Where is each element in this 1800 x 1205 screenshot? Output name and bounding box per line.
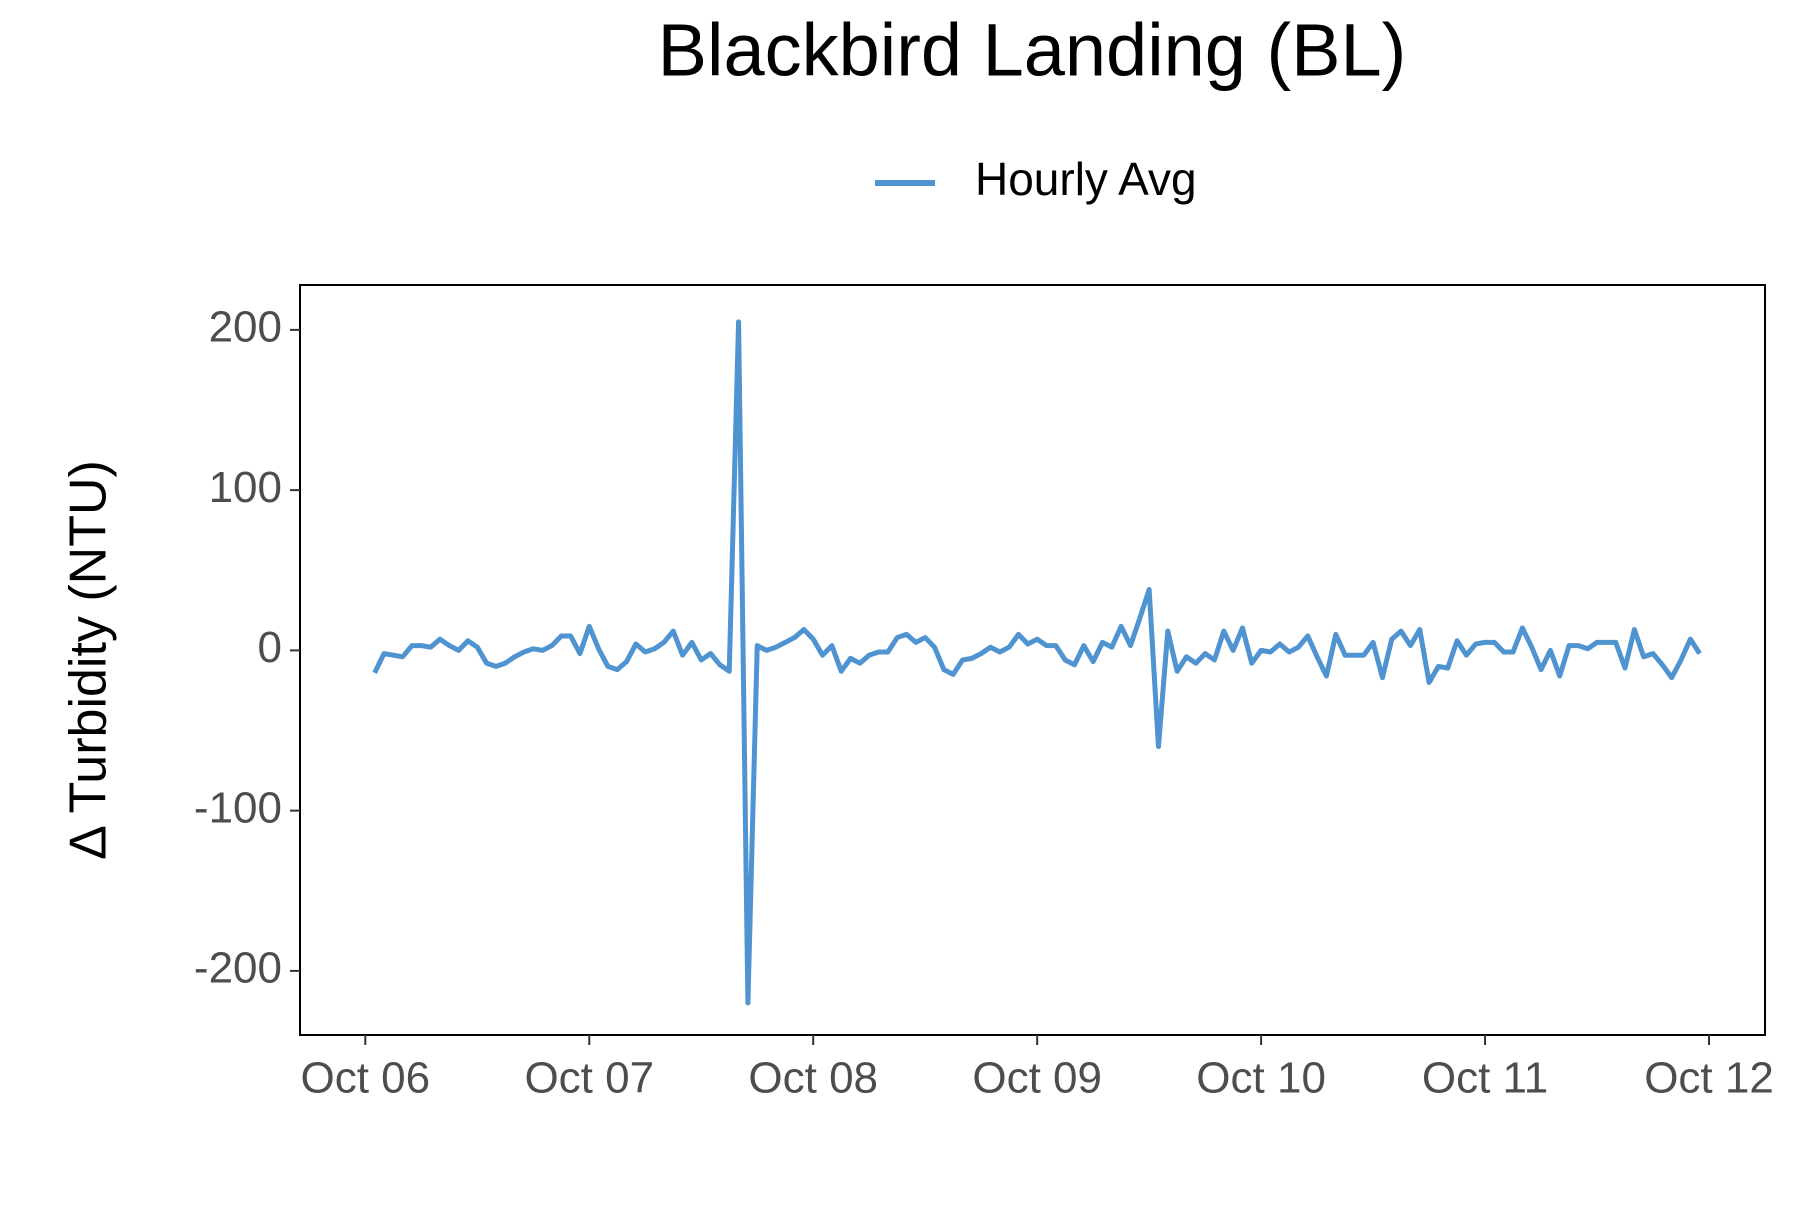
y-tick-label: -100 (194, 783, 282, 832)
x-tick-label: Oct 06 (301, 1054, 431, 1103)
x-tick-label: Oct 10 (1196, 1054, 1326, 1103)
chart-title: Blackbird Landing (BL) (658, 9, 1407, 92)
y-tick-label: -200 (194, 944, 282, 993)
x-tick-label: Oct 11 (1422, 1054, 1548, 1103)
x-tick-label: Oct 09 (972, 1054, 1102, 1103)
x-tick-label: Oct 12 (1644, 1054, 1774, 1103)
x-tick-label: Oct 08 (748, 1054, 878, 1103)
y-tick-label: 100 (209, 463, 282, 512)
y-tick-label: 0 (258, 623, 282, 672)
data-line (372, 319, 1702, 1006)
legend-label: Hourly Avg (975, 153, 1197, 205)
y-tick-label: 200 (209, 302, 282, 351)
plot-frame (299, 284, 1766, 1036)
x-tick-label: Oct 07 (524, 1054, 654, 1103)
y-axis-label: Δ Turbidity (NTU) (60, 460, 118, 860)
